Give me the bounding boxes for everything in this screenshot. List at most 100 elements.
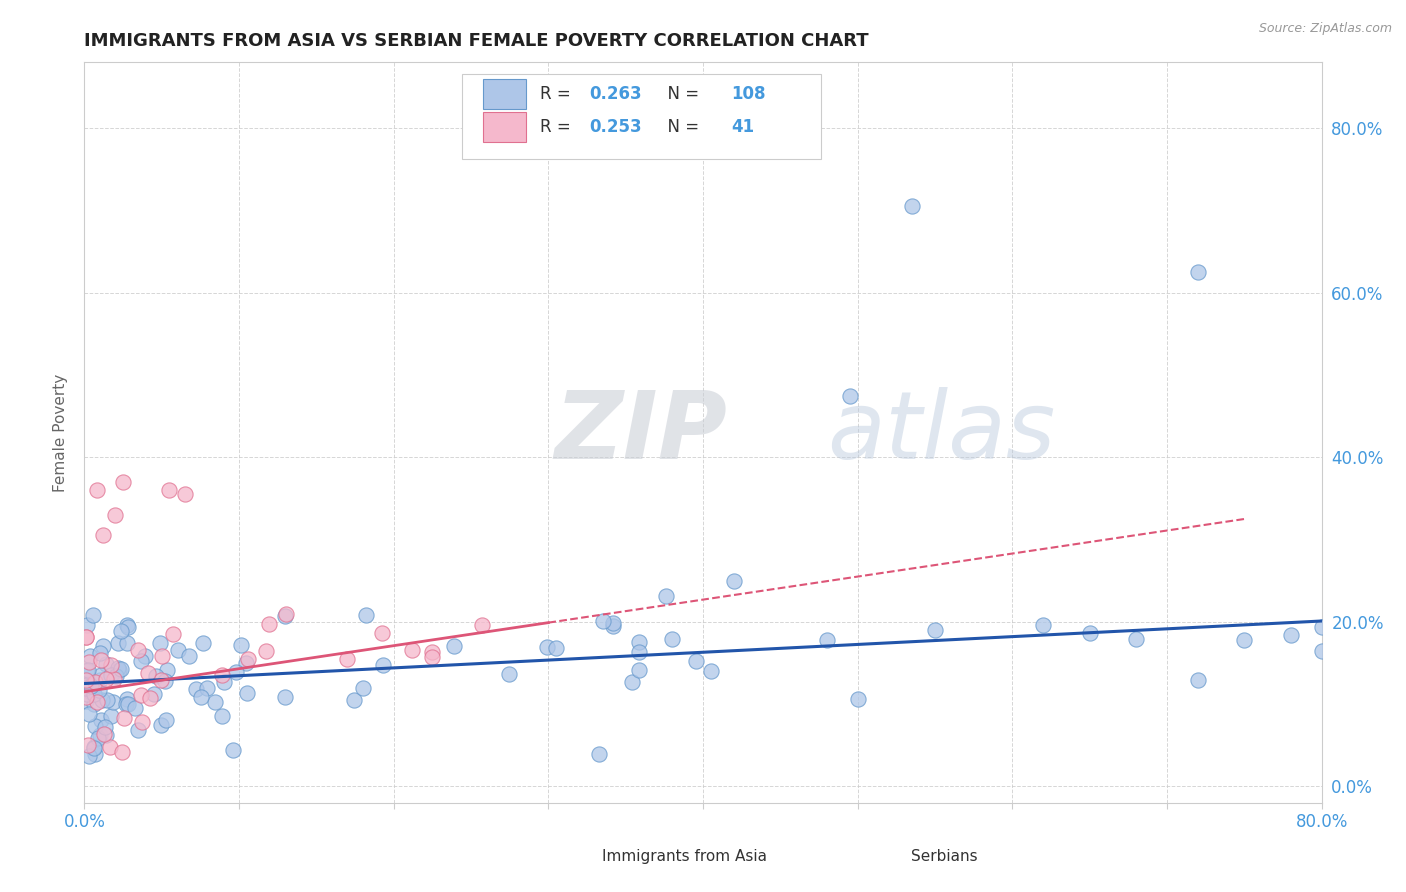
Text: Source: ZipAtlas.com: Source: ZipAtlas.com [1258, 22, 1392, 36]
Point [83, 739, 105, 754]
FancyBboxPatch shape [482, 112, 526, 142]
Point [1032, 618, 1054, 632]
Point [105, 668, 128, 682]
Point [156, 664, 179, 678]
Point [82, 685, 104, 699]
Point [150, 673, 173, 688]
FancyBboxPatch shape [461, 73, 821, 159]
Point [1310, 643, 1333, 657]
Point [371, 625, 394, 640]
Point [96, 693, 118, 707]
Point [546, 640, 568, 655]
Point [197, 681, 219, 696]
Point [94, 728, 117, 742]
Point [77, 655, 100, 669]
Point [1310, 620, 1333, 634]
Point [177, 648, 200, 663]
Point [89, 646, 111, 660]
Point [91, 640, 114, 654]
Point [86, 483, 108, 498]
Point [588, 747, 610, 762]
Point [82, 607, 104, 622]
Point [127, 643, 149, 657]
Point [655, 589, 678, 603]
Point [401, 643, 423, 657]
Point [117, 697, 139, 711]
Point [1125, 632, 1147, 646]
Point [103, 672, 125, 686]
Point [79, 648, 101, 663]
Point [191, 636, 214, 650]
Point [110, 662, 132, 676]
Point [1233, 633, 1256, 648]
Text: ZIP: ZIP [554, 386, 727, 479]
Point [110, 624, 132, 639]
Point [112, 475, 135, 489]
Point [276, 607, 298, 621]
Point [352, 681, 374, 695]
Point [212, 674, 235, 689]
Point [592, 615, 614, 629]
Point [1187, 673, 1209, 687]
Point [100, 657, 122, 672]
Point [131, 654, 153, 668]
Text: 41: 41 [731, 118, 755, 136]
Point [115, 691, 138, 706]
Point [274, 690, 297, 705]
Point [110, 745, 132, 759]
Point [139, 690, 162, 705]
Point [174, 487, 197, 501]
Point [89, 728, 111, 742]
Point [90, 653, 112, 667]
Text: R =: R = [540, 86, 575, 103]
Point [100, 708, 122, 723]
Point [627, 663, 650, 677]
Point [90, 668, 112, 682]
Point [356, 607, 378, 622]
Point [621, 674, 644, 689]
Point [602, 619, 624, 633]
Text: 0.263: 0.263 [589, 86, 641, 103]
Point [134, 649, 156, 664]
FancyBboxPatch shape [482, 79, 526, 109]
Point [84, 747, 107, 761]
Point [150, 718, 173, 732]
Point [75, 630, 97, 644]
Point [83, 697, 105, 711]
Point [259, 617, 281, 632]
Point [80, 679, 103, 693]
Point [94, 657, 117, 671]
Point [846, 691, 869, 706]
Text: atlas: atlas [827, 387, 1054, 478]
Point [76, 677, 98, 691]
Point [131, 715, 153, 730]
Point [107, 661, 129, 675]
Point [159, 483, 180, 498]
Point [211, 667, 233, 681]
Text: N =: N = [657, 86, 704, 103]
Point [498, 667, 520, 681]
Point [211, 708, 233, 723]
Point [336, 652, 359, 666]
Point [273, 609, 295, 624]
Point [1187, 265, 1209, 279]
Point [75, 690, 97, 704]
Point [602, 615, 624, 630]
Point [94, 672, 117, 686]
Text: N =: N = [657, 118, 704, 136]
Point [222, 742, 245, 756]
Point [76, 664, 98, 678]
Point [100, 668, 122, 682]
Point [83, 741, 105, 756]
Point [75, 630, 97, 644]
Text: 0.253: 0.253 [589, 118, 641, 136]
Text: Serbians: Serbians [911, 849, 977, 864]
Point [343, 693, 366, 707]
Point [87, 731, 110, 745]
Point [723, 574, 745, 588]
Point [115, 618, 138, 632]
Point [129, 688, 152, 702]
Point [184, 681, 207, 696]
Point [838, 389, 860, 403]
Point [155, 714, 177, 728]
